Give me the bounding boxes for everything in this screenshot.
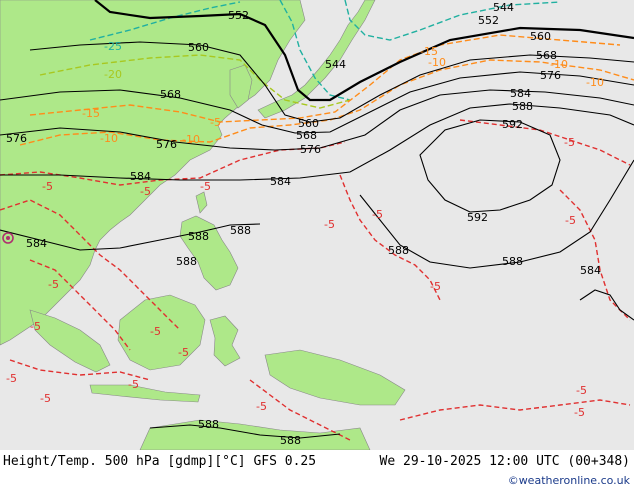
label-576: 576: [6, 132, 27, 145]
temp-label: -5: [256, 400, 267, 413]
temp-label: -15: [420, 45, 438, 58]
map-canvas: 552 552 544 544 560 560 560 568 568 568 …: [0, 0, 634, 451]
temp-label: -10: [586, 76, 604, 89]
label-584: 584: [26, 237, 47, 250]
label-544: 544: [325, 58, 346, 71]
new-guinea-island: [264, 349, 406, 406]
temp-label: -5: [324, 218, 335, 231]
map-title: Height/Temp. 500 hPa [gdmp][°C] GFS 0.25: [3, 454, 317, 469]
temp-label: -10: [428, 56, 446, 69]
temp-label: -5: [210, 116, 221, 129]
temp-label: -5: [40, 392, 51, 405]
label-576: 576: [156, 138, 177, 151]
borneo-island: [117, 294, 206, 371]
temp-label: -5: [150, 325, 161, 338]
java-island: [89, 384, 201, 403]
label-552: 552: [478, 14, 499, 27]
temperature-labels: -25 -20 -15 -15 -10 -10 -10 -10 -10 -5 -…: [6, 40, 604, 419]
temp-label: -10: [182, 133, 200, 146]
temp-label: -15: [82, 107, 100, 120]
label-544: 544: [493, 1, 514, 14]
label-584: 584: [510, 87, 531, 100]
temp-label: -10: [550, 58, 568, 71]
cool-temp-contours: [39, 54, 351, 109]
label-576: 576: [300, 143, 321, 156]
label-560: 560: [188, 41, 209, 54]
low-pressure-marker: [2, 232, 14, 244]
label-552: 552: [228, 9, 249, 22]
philippines-islands: [179, 215, 239, 291]
temp-label: -5: [140, 185, 151, 198]
temp-label: -5: [576, 384, 587, 397]
temp-label: -20: [104, 68, 122, 81]
sulawesi-island: [209, 315, 241, 367]
temp-label: -5: [42, 180, 53, 193]
label-588: 588: [198, 418, 219, 431]
label-584: 584: [270, 175, 291, 188]
temp-label: -5: [6, 372, 17, 385]
taiwan-island: [195, 191, 208, 214]
orange-temp-contours: [19, 34, 634, 146]
height-labels: 552 552 544 544 560 560 560 568 568 568 …: [6, 1, 601, 447]
map-datetime: We 29-10-2025 12:00 UTC (00+348): [379, 454, 630, 469]
label-576: 576: [540, 69, 561, 82]
temp-label: -5: [200, 180, 211, 193]
label-588: 588: [176, 255, 197, 268]
temp-label: -5: [128, 378, 139, 391]
temp-label: -25: [104, 40, 122, 53]
label-568: 568: [536, 49, 557, 62]
label-588: 588: [280, 434, 301, 447]
sumatra-island: [29, 309, 111, 373]
temp-label: -5: [178, 346, 189, 359]
temp-label: -5: [564, 136, 575, 149]
label-584: 584: [580, 264, 601, 277]
credit-link[interactable]: ©weatheronline.co.uk: [507, 474, 630, 487]
temp-label: -5: [430, 280, 441, 293]
label-568: 568: [296, 129, 317, 142]
temp-label: -5: [574, 406, 585, 419]
temp-label: -10: [100, 132, 118, 145]
temp-label: -5: [30, 320, 41, 333]
label-560: 560: [298, 117, 319, 130]
label-588: 588: [230, 224, 251, 237]
asian-mainland: [0, 0, 306, 346]
label-592: 592: [467, 211, 488, 224]
label-560: 560: [530, 30, 551, 43]
temp-label: -5: [372, 208, 383, 221]
temp-label: -5: [48, 278, 59, 291]
land-masses: [0, 0, 406, 451]
label-588: 588: [188, 230, 209, 243]
label-588: 588: [388, 244, 409, 257]
japan-islands: [257, 0, 376, 119]
label-588: 588: [512, 100, 533, 113]
label-592: 592: [502, 118, 523, 131]
temp-label: -5: [565, 214, 576, 227]
height-contours: [0, 0, 634, 439]
label-588: 588: [502, 255, 523, 268]
label-584: 584: [130, 170, 151, 183]
label-568: 568: [160, 88, 181, 101]
